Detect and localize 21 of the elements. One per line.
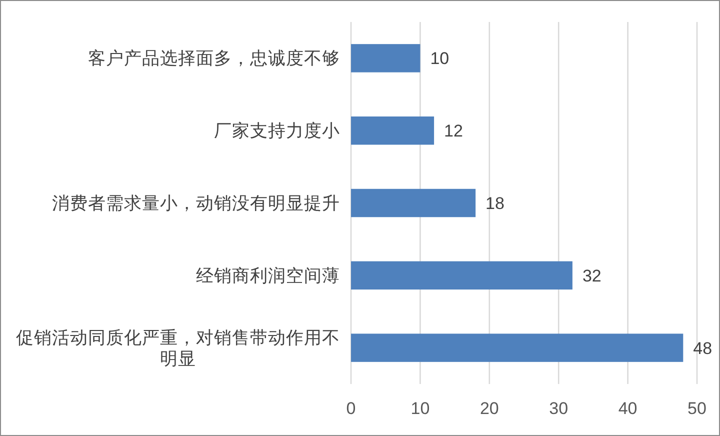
data-label: 32 — [582, 266, 602, 286]
data-label: 12 — [444, 122, 463, 141]
y-tick-label: 客户产品选择面多，忠诚度不够 — [88, 48, 340, 68]
x-tick-label: 10 — [410, 399, 430, 418]
y-tick-label: 经销商利润空间薄 — [196, 265, 340, 286]
bar — [351, 44, 420, 72]
x-tick-label: 30 — [549, 399, 568, 418]
data-label: 18 — [486, 194, 504, 213]
x-tick-label: 0 — [346, 399, 356, 418]
bar — [351, 188, 476, 218]
x-tick-label: 50 — [688, 399, 706, 418]
bar — [351, 334, 684, 362]
x-tick-label: 20 — [480, 399, 499, 418]
data-label: 48 — [693, 338, 712, 358]
y-tick-label: 厂家支持力度小 — [214, 120, 340, 141]
bar — [351, 261, 572, 290]
y-tick-label: 促销活动同质化严重，对销售带动作用不明显 — [16, 327, 340, 368]
x-tick-label: 40 — [618, 399, 638, 418]
bar — [351, 116, 434, 145]
y-tick-label: 消费者需求量小，动销没有明显提升 — [52, 193, 340, 213]
data-label: 10 — [430, 49, 450, 68]
